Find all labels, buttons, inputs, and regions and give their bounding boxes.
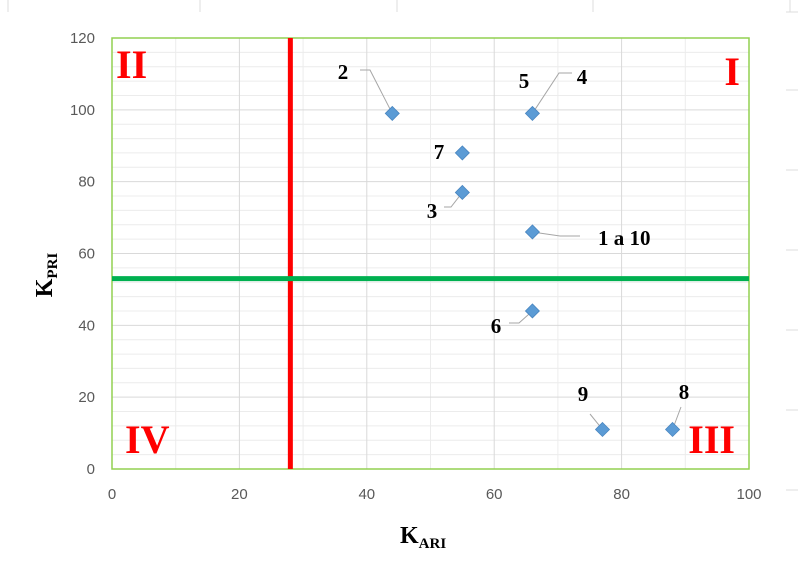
leader-lines-layer <box>360 69 682 430</box>
data-point <box>594 421 611 438</box>
data-label: 3 <box>427 199 438 223</box>
points-layer <box>384 105 681 438</box>
data-label: 8 <box>679 380 690 404</box>
data-label: 9 <box>578 382 589 406</box>
leader-line <box>509 310 533 324</box>
data-label: 2 <box>338 60 349 84</box>
y-tick-label: 40 <box>78 317 95 334</box>
extra-data-label: 5 <box>519 69 530 93</box>
x-tick-label: 0 <box>108 486 116 503</box>
y-tick-label: 0 <box>87 461 95 478</box>
data-point <box>454 145 470 161</box>
x-tick-label: 60 <box>486 486 503 503</box>
data-point <box>524 224 540 240</box>
quadrant-label-top-right: I <box>724 49 740 94</box>
data-point <box>384 105 400 121</box>
data-label: 7 <box>434 140 445 164</box>
y-tick-label: 60 <box>78 246 95 263</box>
data-point <box>524 303 540 319</box>
y-tick-label: 80 <box>78 174 95 191</box>
x-axis-title: KARI <box>400 523 446 552</box>
grid-layer: 0 20 40 60 80 100 120 0 20 40 60 80 100 <box>70 30 762 503</box>
quadrant-label-top-left: II <box>116 42 147 87</box>
x-tick-label: 80 <box>613 486 630 503</box>
data-point <box>664 421 681 438</box>
y-tick-label: 100 <box>70 102 95 119</box>
leader-line <box>360 69 393 114</box>
data-label: 1 a 10 <box>598 226 651 250</box>
x-tick-label: 40 <box>358 486 375 503</box>
leader-line <box>444 192 463 208</box>
y-tick-label: 120 <box>70 30 95 47</box>
plot-area-border <box>111 37 750 470</box>
y-axis-title: KPRI <box>32 253 61 298</box>
data-point <box>524 105 540 121</box>
quadrant-label-bottom-left: IV <box>125 417 170 462</box>
data-label: 6 <box>491 314 502 338</box>
data-point <box>454 184 470 201</box>
x-tick-label: 100 <box>736 486 761 503</box>
reference-lines-layer <box>112 38 749 469</box>
background-layer <box>7 0 798 491</box>
x-tick-label: 20 <box>231 486 248 503</box>
leader-line <box>532 231 580 237</box>
data-label: 4 <box>577 65 588 89</box>
quadrant-label-bottom-right: III <box>688 417 735 462</box>
leader-line <box>532 72 572 114</box>
y-tick-label: 20 <box>78 389 95 406</box>
